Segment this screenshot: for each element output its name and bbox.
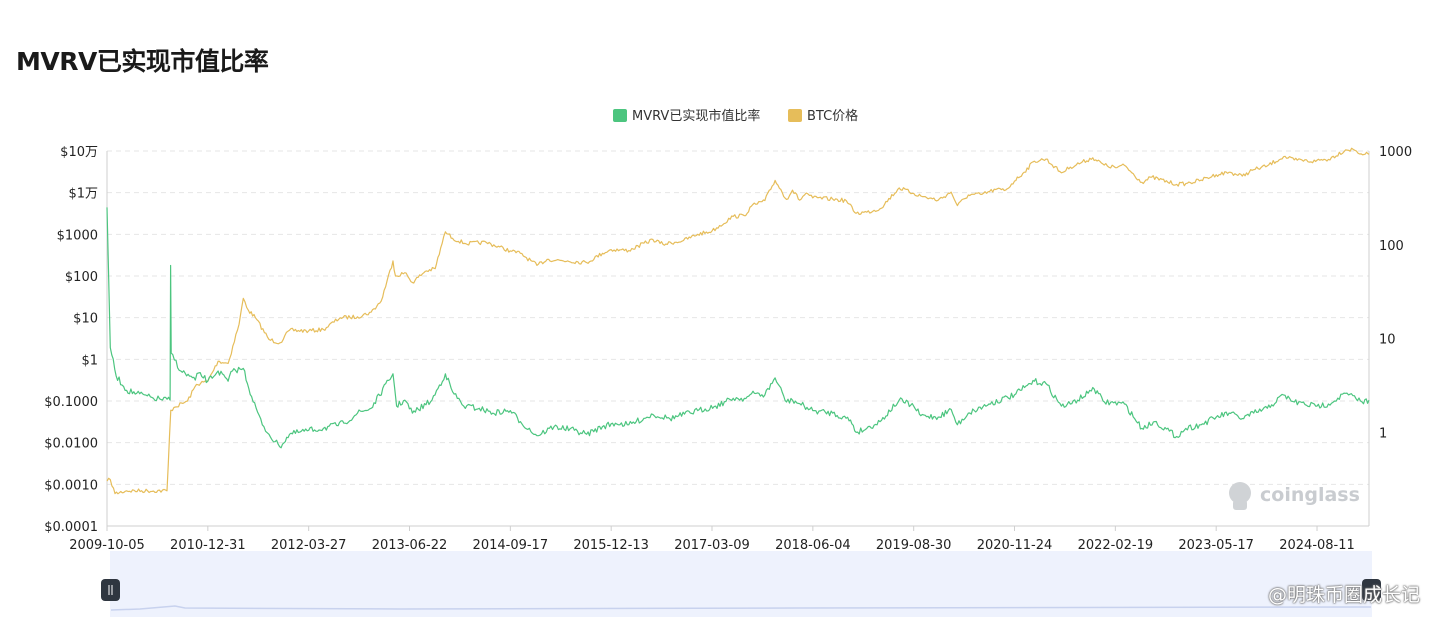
left-axis-tick-label: $10万 [60, 145, 98, 160]
x-axis-tick-label: 2022-02-19 [1078, 538, 1154, 553]
zoom-slider[interactable] [101, 551, 1381, 617]
left-axis-tick-label: $0.0100 [44, 437, 98, 452]
legend-swatch [788, 109, 802, 122]
legend-swatch [613, 109, 627, 122]
btc-price-line [106, 147, 1370, 495]
x-axis-ticks: 2009-10-05 2010-12-31 2012-03-27 2013-06-22… [69, 526, 1355, 553]
series-lines [106, 147, 1370, 495]
legend-label: BTC价格 [807, 108, 858, 124]
coinglass-watermark: coinglass [1229, 482, 1360, 510]
footer-watermark: @明珠币圈成长记 [1267, 584, 1420, 606]
x-axis-tick-label: 2020-11-24 [977, 538, 1053, 553]
right-axis-tick-label: 1 [1379, 426, 1387, 441]
right-axis-tick-label: 1000 [1379, 145, 1412, 160]
right-axis-tick-label: 100 [1379, 239, 1404, 254]
coinglass-logo-base [1233, 500, 1247, 510]
zoom-slider-track [110, 551, 1372, 617]
left-axis-tick-label: $0.0001 [44, 520, 98, 535]
x-axis-tick-label: 2017-03-09 [674, 538, 750, 553]
coinglass-logo-icon [1229, 482, 1251, 504]
left-axis-tick-label: $0.0010 [44, 478, 98, 493]
grid-lines [107, 150, 1369, 527]
x-axis-tick-label: 2018-06-04 [775, 538, 851, 553]
x-axis-tick-label: 2012-03-27 [271, 538, 347, 553]
right-axis-tick-label: 10 [1379, 333, 1396, 348]
x-axis-tick-label: 2015-12-13 [573, 538, 649, 553]
left-axis-tick-label: $1 [81, 353, 98, 368]
legend: MVRV已实现市值比率 BTC价格 [613, 108, 858, 124]
page-title: MVRV已实现市值比率 [16, 47, 269, 76]
left-axis-tick-label: $100 [65, 270, 98, 285]
left-axis-tick-label: $1万 [68, 187, 98, 202]
legend-label: MVRV已实现市值比率 [632, 108, 760, 124]
x-axis-tick-label: 2023-05-17 [1178, 538, 1254, 553]
x-axis-tick-label: 2010-12-31 [170, 538, 246, 553]
zoom-handle-left[interactable] [101, 579, 120, 601]
axes [106, 151, 1370, 527]
x-axis-tick-label: 2014-09-17 [473, 538, 549, 553]
right-axis-ticks: 1000 100 10 1 [1379, 145, 1412, 441]
left-axis-tick-label: $0.1000 [44, 395, 98, 410]
left-axis-tick-label: $1000 [57, 228, 98, 243]
x-axis-tick-label: 2013-06-22 [372, 538, 448, 553]
x-axis-tick-label: 2024-08-11 [1279, 538, 1355, 553]
left-axis-ticks: $10万 $1万 $1000 $100 $10 $1 $0.1000 $0.0100 $0.00… [44, 145, 98, 535]
zoom-slider-preview [110, 605, 1372, 611]
coinglass-watermark-text: coinglass [1260, 484, 1360, 506]
mvrv-line [106, 207, 1370, 449]
left-axis-tick-label: $10 [73, 312, 98, 327]
x-axis-tick-label: 2009-10-05 [69, 538, 145, 553]
x-axis-tick-label: 2019-08-30 [876, 538, 952, 553]
zoom-handle-right[interactable] [1362, 579, 1381, 601]
